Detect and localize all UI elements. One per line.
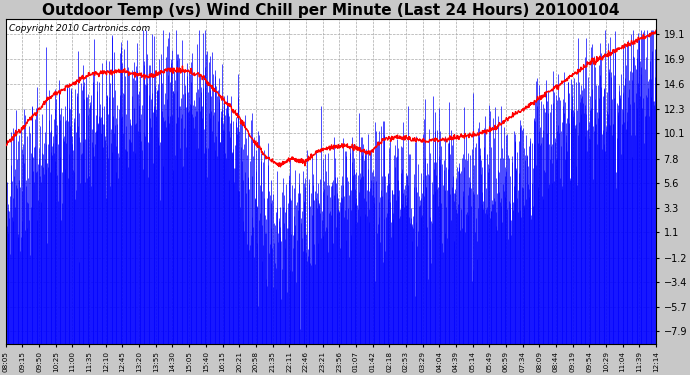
Title: Outdoor Temp (vs) Wind Chill per Minute (Last 24 Hours) 20100104: Outdoor Temp (vs) Wind Chill per Minute … [42,3,620,18]
Text: Copyright 2010 Cartronics.com: Copyright 2010 Cartronics.com [9,24,150,33]
